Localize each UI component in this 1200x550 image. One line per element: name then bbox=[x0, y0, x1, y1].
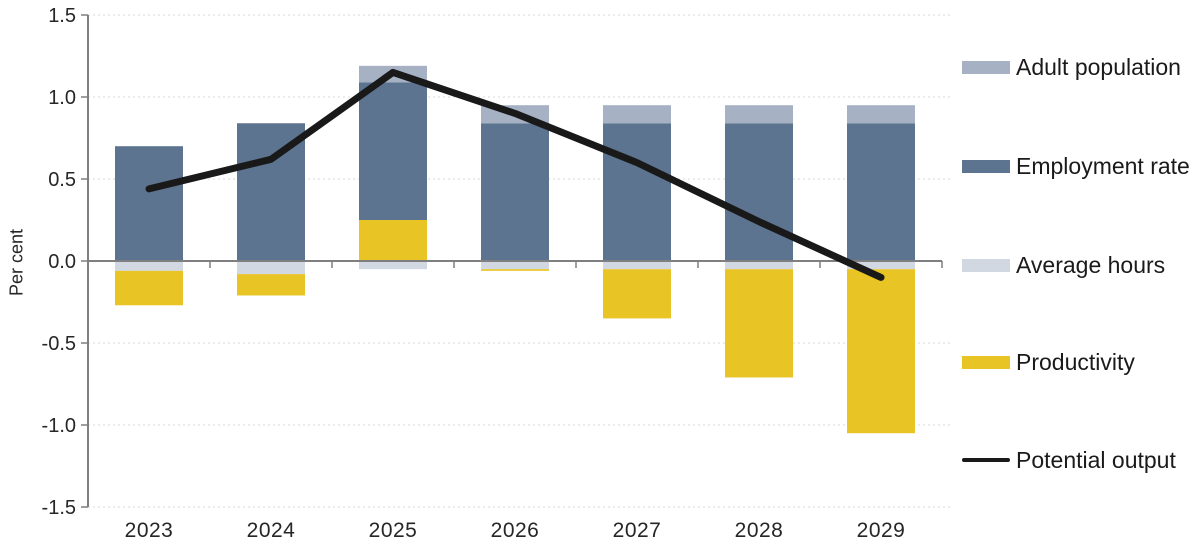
bar-segment-adult-population bbox=[847, 105, 915, 124]
bar-segment-productivity bbox=[847, 269, 915, 434]
bar-segment-productivity bbox=[481, 269, 549, 271]
y-tick-label: -1.5 bbox=[42, 497, 76, 519]
y-tick-label: -1.0 bbox=[42, 415, 76, 437]
bar-segment-average-hours bbox=[847, 261, 915, 270]
y-tick-label: 1.5 bbox=[48, 5, 76, 27]
legend-item-average-hours: Average hours bbox=[962, 251, 1165, 279]
legend-item-productivity: Productivity bbox=[962, 348, 1135, 376]
y-tick-label: 0.0 bbox=[48, 251, 76, 273]
bar-segment-employment-rate bbox=[725, 123, 793, 262]
bar-segment-productivity bbox=[237, 274, 305, 296]
y-tick-label: -0.5 bbox=[42, 333, 76, 355]
legend: Adult population Employment rate Average h… bbox=[962, 0, 1200, 550]
bar-segment-productivity bbox=[359, 220, 427, 261]
legend-item-employment-rate: Employment rate bbox=[962, 152, 1190, 180]
legend-color-swatch bbox=[962, 355, 1010, 369]
bar-segment-productivity bbox=[725, 269, 793, 378]
bar-segment-average-hours bbox=[725, 261, 793, 270]
bar-segment-adult-population bbox=[603, 105, 671, 124]
legend-label: Productivity bbox=[1016, 348, 1135, 375]
legend-item-adult-population: Adult population bbox=[962, 53, 1181, 81]
legend-label: Average hours bbox=[1016, 251, 1166, 278]
bar-segment-productivity bbox=[603, 269, 671, 319]
bar-segment-average-hours bbox=[115, 261, 183, 271]
x-tick-label: 2028 bbox=[735, 519, 784, 542]
legend-color-swatch bbox=[962, 258, 1010, 272]
bar-segment-adult-population bbox=[725, 105, 793, 124]
legend-color-swatch bbox=[962, 60, 1010, 74]
legend-color-swatch bbox=[962, 159, 1010, 173]
line-series-potential-output bbox=[145, 68, 885, 281]
x-tick-label: 2029 bbox=[857, 519, 906, 542]
legend-item-potential-output: Potential output bbox=[962, 446, 1176, 474]
x-tick-label: 2024 bbox=[247, 519, 296, 542]
y-tick-label: 0.5 bbox=[48, 169, 76, 191]
bar-segment-average-hours bbox=[481, 261, 549, 270]
bar-segment-employment-rate bbox=[481, 123, 549, 262]
bar-segment-employment-rate bbox=[847, 123, 915, 262]
y-axis-title: Per cent bbox=[6, 228, 27, 297]
bar-segment-average-hours bbox=[237, 261, 305, 275]
bar-segment-average-hours bbox=[359, 261, 427, 270]
x-tick-label: 2027 bbox=[613, 519, 662, 542]
legend-label: Employment rate bbox=[1016, 152, 1190, 179]
y-tick-label: 1.0 bbox=[48, 87, 76, 109]
bar-segment-employment-rate bbox=[359, 82, 427, 221]
legend-label: Adult population bbox=[1016, 53, 1181, 80]
bar-segment-employment-rate bbox=[115, 146, 183, 261]
bar-segment-productivity bbox=[115, 270, 183, 306]
x-tick-label: 2025 bbox=[369, 519, 418, 542]
x-tick-label: 2023 bbox=[125, 519, 174, 542]
bar-segment-average-hours bbox=[603, 261, 671, 270]
x-tick-label: 2026 bbox=[491, 519, 540, 542]
legend-line-swatch bbox=[962, 458, 1010, 462]
legend-label: Potential output bbox=[1016, 446, 1176, 473]
bar-segment-employment-rate bbox=[603, 123, 671, 262]
